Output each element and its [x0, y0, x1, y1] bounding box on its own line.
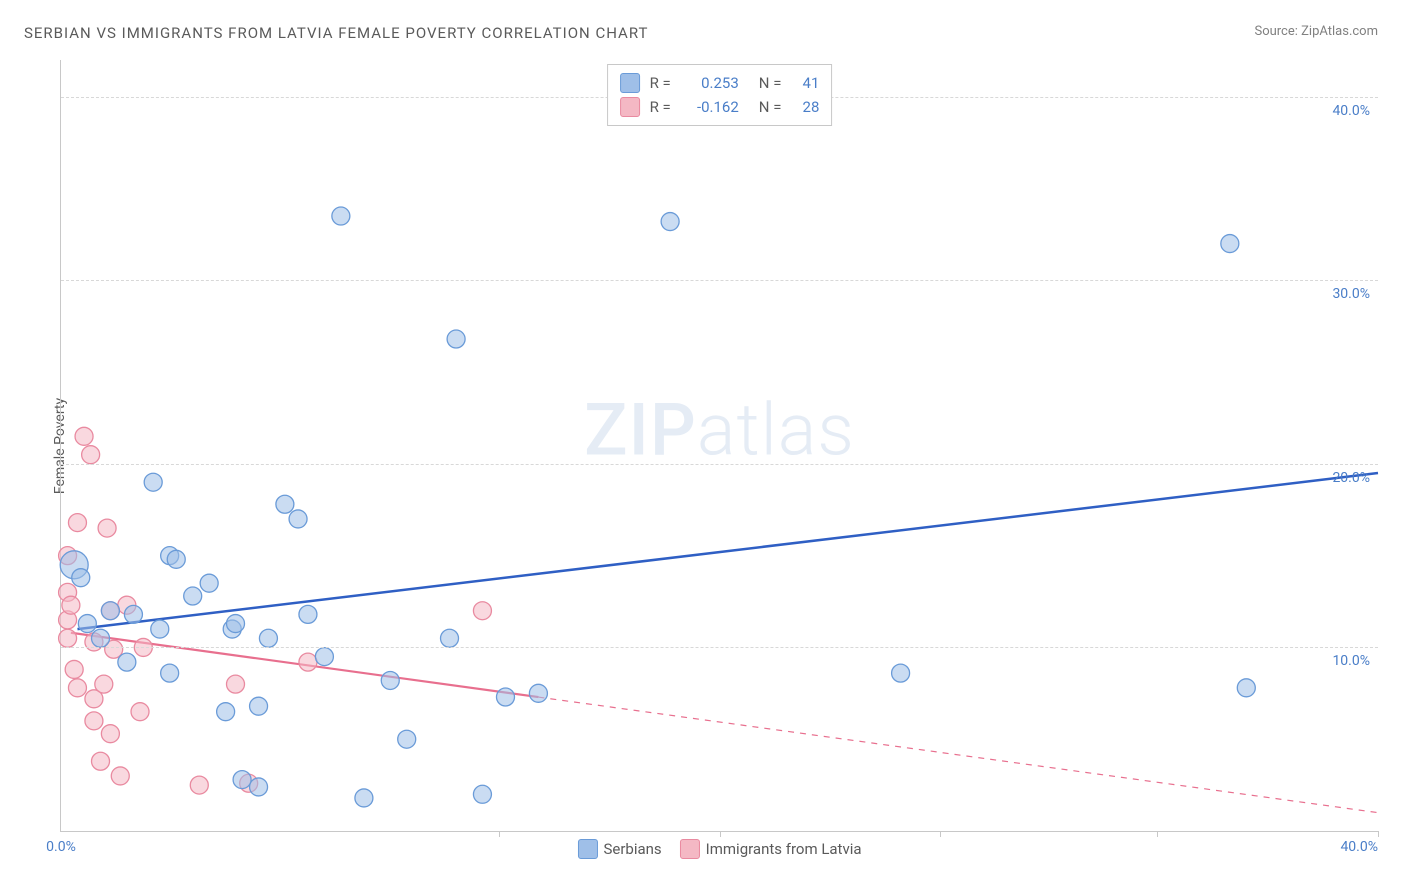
data-point	[68, 679, 86, 697]
legend-swatch	[577, 839, 597, 859]
r-label: R =	[650, 98, 671, 116]
legend-swatch	[620, 97, 640, 117]
scatter-plot	[61, 60, 1378, 831]
x-tick-mark	[940, 831, 941, 837]
data-point	[892, 664, 910, 682]
legend-swatch	[620, 73, 640, 93]
stats-legend-row: R = -0.162 N = 28	[620, 95, 820, 119]
data-point	[124, 605, 142, 623]
data-point	[144, 473, 162, 491]
series-legend-label: Immigrants from Latvia	[706, 840, 862, 858]
y-tick-label: 30.0%	[1332, 286, 1370, 302]
data-point	[98, 519, 116, 537]
data-point	[381, 671, 399, 689]
x-tick-mark	[1157, 831, 1158, 837]
data-point	[332, 207, 350, 225]
data-point	[92, 752, 110, 770]
data-point	[75, 427, 93, 445]
data-point	[59, 629, 77, 647]
data-point	[398, 730, 416, 748]
x-tick-mark	[720, 831, 721, 837]
x-axis-max-label: 40.0%	[1340, 839, 1378, 855]
data-point	[85, 712, 103, 730]
data-point	[661, 213, 679, 231]
data-point	[101, 602, 119, 620]
data-point	[161, 664, 179, 682]
chart-area: ZIPatlas R =0.253N =41R =-0.162N =28 0.0…	[60, 60, 1378, 832]
data-point	[233, 771, 251, 789]
data-point	[299, 605, 317, 623]
data-point	[111, 767, 129, 785]
series-legend-label: Serbians	[603, 840, 661, 858]
data-point	[473, 785, 491, 803]
n-label: N =	[759, 74, 782, 92]
data-point	[299, 653, 317, 671]
legend-swatch	[680, 839, 700, 859]
y-tick-label: 20.0%	[1332, 470, 1370, 486]
data-point	[473, 602, 491, 620]
data-point	[82, 446, 100, 464]
x-tick-mark	[1378, 831, 1379, 837]
data-point	[259, 629, 277, 647]
stats-legend-row: R = 0.253 N = 41	[620, 71, 820, 95]
series-legend: Serbians Immigrants from Latvia	[577, 839, 861, 859]
data-point	[441, 629, 459, 647]
data-point	[190, 776, 208, 794]
gridline	[61, 647, 1378, 648]
data-point	[184, 587, 202, 605]
data-point	[227, 615, 245, 633]
r-label: R =	[650, 74, 671, 92]
data-point	[227, 675, 245, 693]
n-label: N =	[759, 98, 782, 116]
data-point	[95, 675, 113, 693]
data-point	[217, 703, 235, 721]
source-attribution: Source: ZipAtlas.com	[1254, 24, 1378, 39]
gridline	[61, 464, 1378, 465]
x-axis-min-label: 0.0%	[46, 839, 76, 855]
data-point	[78, 615, 96, 633]
data-point	[355, 789, 373, 807]
data-point	[200, 574, 218, 592]
data-point	[167, 550, 185, 568]
data-point	[62, 596, 80, 614]
y-tick-label: 10.0%	[1332, 653, 1370, 669]
series-legend-item: Serbians	[577, 839, 661, 859]
data-point	[65, 660, 83, 678]
stats-legend: R = 0.253 N = 41 R = -0.162 N = 28	[607, 64, 833, 126]
data-point	[315, 648, 333, 666]
data-point	[250, 697, 268, 715]
data-point	[101, 725, 119, 743]
data-point	[1237, 679, 1255, 697]
gridline	[61, 280, 1378, 281]
data-point	[131, 703, 149, 721]
data-point	[151, 620, 169, 638]
y-tick-label: 40.0%	[1332, 103, 1370, 119]
data-point	[447, 330, 465, 348]
r-value: -0.162	[681, 98, 739, 116]
data-point	[496, 688, 514, 706]
data-point	[289, 510, 307, 528]
r-value: 0.253	[681, 74, 739, 92]
data-point	[68, 514, 86, 532]
n-value: 28	[791, 98, 819, 116]
n-value: 41	[791, 74, 819, 92]
series-legend-item: Immigrants from Latvia	[680, 839, 862, 859]
chart-title: SERBIAN VS IMMIGRANTS FROM LATVIA FEMALE…	[24, 24, 648, 42]
data-point	[529, 684, 547, 702]
data-point	[118, 653, 136, 671]
data-point	[276, 495, 294, 513]
data-point	[72, 569, 90, 587]
data-point	[92, 629, 110, 647]
data-point	[250, 778, 268, 796]
x-tick-mark	[499, 831, 500, 837]
data-point	[1221, 235, 1239, 253]
